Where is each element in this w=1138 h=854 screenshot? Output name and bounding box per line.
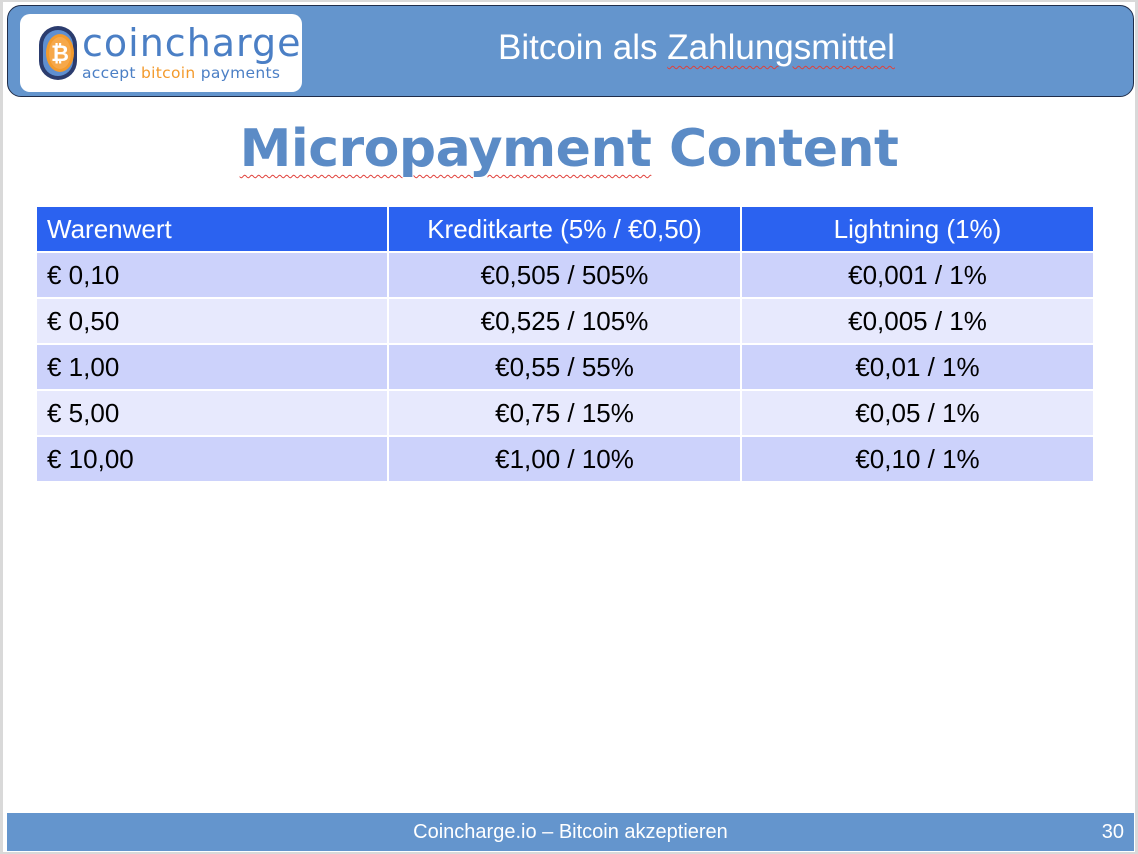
logo-tagline: accept bitcoin payments [82, 64, 280, 82]
header-title-part2: Zahlungsmittel [667, 28, 895, 67]
table-header-row: Warenwert Kreditkarte (5% / €0,50) Light… [35, 205, 1095, 253]
logo-name-coin: coin [82, 21, 165, 65]
cell-kreditkarte: €1,00 / 10% [387, 435, 742, 483]
cell-warenwert: € 1,00 [35, 343, 389, 391]
cell-warenwert: € 10,00 [35, 435, 389, 483]
cell-kreditkarte: €0,75 / 15% [387, 389, 742, 437]
slide-title-part2: Content [668, 119, 899, 179]
table-row: € 0,50 €0,525 / 105% €0,005 / 1% [35, 297, 1095, 345]
cell-lightning: €0,005 / 1% [740, 297, 1095, 345]
column-header-kreditkarte: Kreditkarte (5% / €0,50) [387, 205, 742, 253]
column-header-warenwert: Warenwert [35, 205, 389, 253]
svg-text:₿: ₿ [51, 42, 69, 67]
coincharge-logo: ₿ coincharge accept bitcoin payments [20, 14, 302, 92]
cell-warenwert: € 0,50 [35, 297, 389, 345]
cell-warenwert: € 5,00 [35, 389, 389, 437]
fee-comparison-table: Warenwert Kreditkarte (5% / €0,50) Light… [35, 205, 1095, 483]
column-header-lightning: Lightning (1%) [740, 205, 1095, 253]
slide-title: Micropayment Content [3, 114, 1135, 184]
logo-name-charge: charge [164, 21, 302, 65]
footer-bar: Coincharge.io – Bitcoin akzeptieren 30 [7, 813, 1134, 851]
cell-lightning: €0,01 / 1% [740, 343, 1095, 391]
logo-tagline-accept: accept [82, 64, 136, 82]
bitcoin-coin-icon: ₿ [39, 26, 77, 80]
table-row: € 1,00 €0,55 / 55% €0,01 / 1% [35, 343, 1095, 391]
table-row: € 0,10 €0,505 / 505% €0,001 / 1% [35, 251, 1095, 299]
table-row: € 5,00 €0,75 / 15% €0,05 / 1% [35, 389, 1095, 437]
page-number: 30 [1101, 821, 1124, 843]
cell-kreditkarte: €0,525 / 105% [387, 297, 742, 345]
logo-tagline-bitcoin: bitcoin [141, 64, 196, 82]
header-title: Bitcoin als Zahlungsmittel [498, 26, 895, 70]
cell-lightning: €0,001 / 1% [740, 251, 1095, 299]
header-bar: ₿ coincharge accept bitcoin payments Bit… [7, 5, 1134, 97]
cell-kreditkarte: €0,505 / 505% [387, 251, 742, 299]
cell-warenwert: € 0,10 [35, 251, 389, 299]
table-row: € 10,00 €1,00 / 10% €0,10 / 1% [35, 435, 1095, 483]
logo-wordmark: coincharge [82, 22, 302, 64]
logo-tagline-payments: payments [200, 64, 281, 82]
header-title-part1: Bitcoin als [498, 28, 658, 67]
footer-text: Coincharge.io – Bitcoin akzeptieren [413, 821, 728, 843]
cell-lightning: €0,05 / 1% [740, 389, 1095, 437]
slide-title-part1: Micropayment [239, 119, 652, 179]
cell-kreditkarte: €0,55 / 55% [387, 343, 742, 391]
cell-lightning: €0,10 / 1% [740, 435, 1095, 483]
